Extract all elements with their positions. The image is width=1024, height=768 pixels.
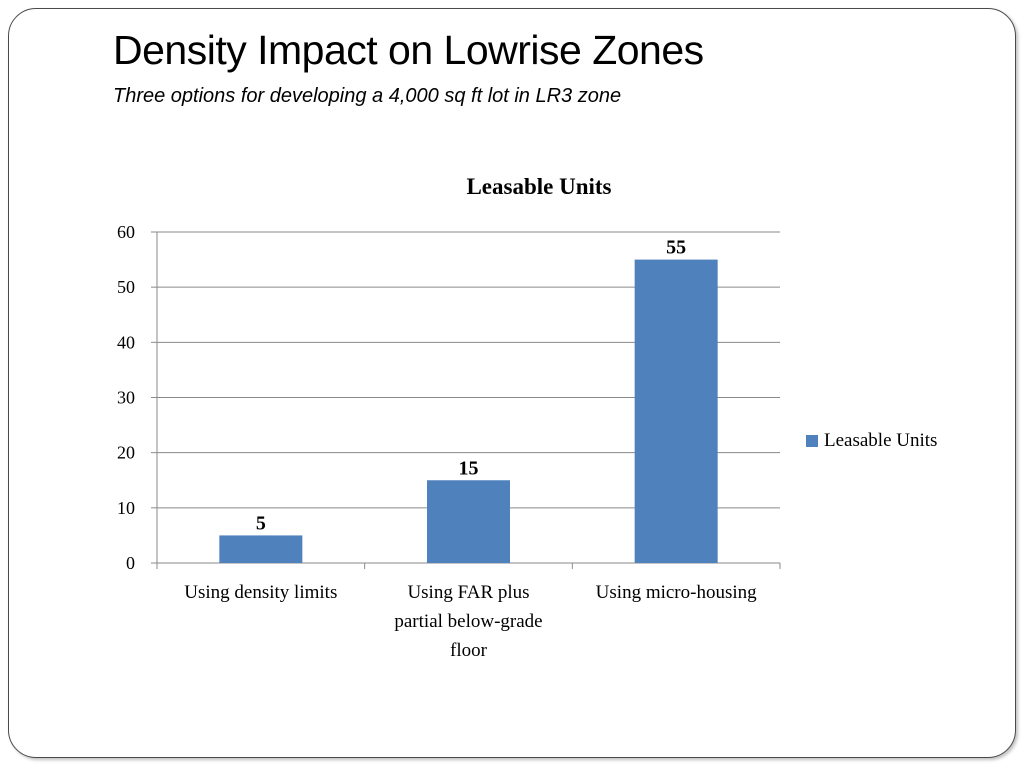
x-tick-label: Using micro-housing	[596, 582, 757, 603]
legend-label: Leasable Units	[824, 430, 938, 451]
y-tick-label: 10	[117, 498, 135, 518]
y-tick-label: 20	[117, 443, 135, 463]
y-tick-label: 50	[117, 277, 135, 297]
chart-title: Leasable Units	[466, 174, 612, 199]
data-label: 55	[666, 237, 686, 259]
y-tick-label: 30	[117, 388, 135, 408]
slide-title: Density Impact on Lowrise Zones	[113, 27, 704, 73]
x-tick-label: floor	[450, 640, 488, 661]
x-tick-label: Using density limits	[184, 582, 337, 603]
x-tick-label: Using FAR plus	[407, 582, 529, 603]
y-tick-label: 40	[117, 332, 135, 352]
bar	[427, 480, 510, 563]
legend-swatch	[806, 435, 818, 447]
data-label: 15	[459, 457, 479, 479]
slide-frame	[8, 8, 1016, 758]
chart-legend: Leasable Units	[806, 430, 937, 452]
y-tick-label: 0	[126, 553, 135, 573]
bar	[634, 259, 718, 563]
x-tick-label: partial below-grade	[394, 611, 542, 632]
y-tick-label: 60	[117, 222, 135, 242]
data-label: 5	[256, 512, 266, 534]
bar	[219, 535, 303, 563]
slide-subtitle: Three options for developing a 4,000 sq …	[113, 85, 622, 107]
